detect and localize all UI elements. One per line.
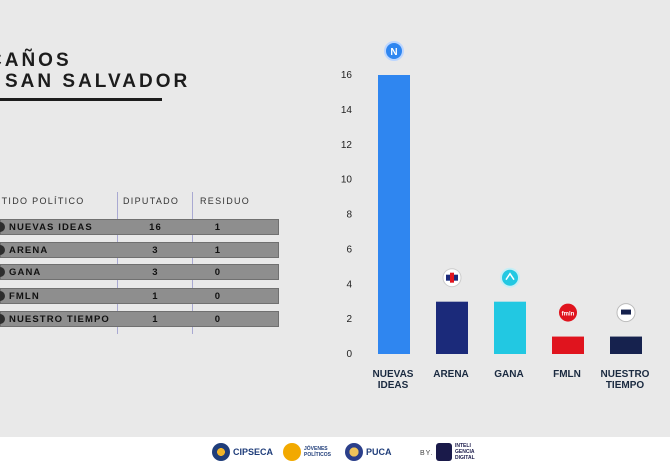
table-row-nuevas-ideas: NUEVAS IDEAS 16 1 xyxy=(0,219,279,235)
jovenes-politicos-logo-icon xyxy=(283,443,301,461)
residue-value: 1 xyxy=(214,222,222,233)
icon-label: fmln xyxy=(562,312,575,318)
icon-label: N xyxy=(390,47,397,58)
x-category-label-line2: IDEAS xyxy=(378,380,409,391)
inteligencia-digital-logo: INTELI GENCIA DIGITAL xyxy=(436,443,485,461)
x-category-label-line2: TIEMPO xyxy=(606,380,645,391)
party-name: NUEVAS IDEAS xyxy=(9,222,93,233)
party-name: ARENA xyxy=(9,245,49,256)
y-tick-label: 16 xyxy=(341,70,353,81)
party-name: FMLN xyxy=(9,291,40,302)
table-row-gana: GANA 3 0 xyxy=(0,264,279,280)
party-name: GANA xyxy=(9,267,42,278)
puca-logo: PUCA xyxy=(345,443,392,461)
header-seats: DIPUTADO xyxy=(123,196,180,206)
residue-value: 0 xyxy=(214,267,222,278)
gana-logo-icon xyxy=(500,267,520,288)
seats-value: 16 xyxy=(149,222,162,233)
residue-value: 0 xyxy=(214,314,222,325)
cipseca-logo-text: CIPSECA xyxy=(233,447,274,457)
inteligencia-digital-logo-text: INTELI GENCIA DIGITAL xyxy=(455,443,475,461)
x-category-label: NUEVAS xyxy=(373,369,414,380)
row-bullet-icon xyxy=(0,291,5,301)
cipseca-logo: CIPSECA xyxy=(212,443,273,461)
row-bullet-icon xyxy=(0,267,5,277)
seats-value: 3 xyxy=(152,245,159,256)
nuevas-ideas-logo-icon xyxy=(384,41,404,61)
bar-3 xyxy=(552,336,584,354)
page-title-line-1: CAÑOS xyxy=(0,50,72,71)
by-label: BY. xyxy=(420,450,434,457)
x-category-label: GANA xyxy=(494,369,523,380)
bar-1 xyxy=(436,301,468,354)
y-tick-label: 2 xyxy=(346,314,352,325)
puca-logo-text: PUCA xyxy=(366,447,392,457)
row-bullet-icon xyxy=(0,245,5,255)
y-tick-label: 12 xyxy=(341,140,353,151)
arena-logo-cross xyxy=(450,272,454,283)
nuestro-tiempo-logo-mark xyxy=(621,309,631,315)
footer-logo-bar: CIPSECA JÓVENES POLÍTICOS PUCA BY. INTEL… xyxy=(0,437,670,470)
header-party: RTIDO POLÍTICO xyxy=(0,196,85,206)
seats-value: 1 xyxy=(152,314,159,325)
x-category-label: ARENA xyxy=(433,369,469,380)
bar-4 xyxy=(610,336,642,354)
jovenes-politicos-logo-text: JÓVENES POLÍTICOS xyxy=(304,446,331,458)
seats-value: 3 xyxy=(152,267,159,278)
y-tick-label: 0 xyxy=(346,349,352,360)
inteligencia-digital-logo-icon xyxy=(436,443,452,461)
seats-value: 1 xyxy=(152,291,159,302)
puca-logo-icon xyxy=(345,443,363,461)
residue-value: 0 xyxy=(214,291,222,302)
residue-value: 1 xyxy=(214,245,222,256)
page-title-line-2: R SAN SALVADOR xyxy=(0,71,191,92)
y-tick-label: 6 xyxy=(346,244,352,255)
y-tick-label: 14 xyxy=(341,105,353,116)
column-divider xyxy=(192,192,193,334)
x-category-label: NUESTRO xyxy=(601,369,650,380)
y-tick-label: 8 xyxy=(346,210,352,221)
title-underline xyxy=(0,98,162,101)
bar-0 xyxy=(378,75,410,354)
fmln-logo-icon xyxy=(559,303,577,322)
party-name: NUESTRO TIEMPO xyxy=(9,314,110,325)
cipseca-logo-icon xyxy=(212,443,230,461)
gana-logo-arrow xyxy=(505,272,515,281)
y-tick-label: 4 xyxy=(346,279,352,290)
table-row-fmln: FMLN 1 0 xyxy=(0,288,279,304)
x-category-label: FMLN xyxy=(553,369,581,380)
column-divider xyxy=(117,192,118,334)
table-row-nuestro-tiempo: NUESTRO TIEMPO 1 0 xyxy=(0,311,279,327)
table-row-arena: ARENA 3 1 xyxy=(0,242,279,258)
row-bullet-icon xyxy=(0,314,5,324)
row-bullet-icon xyxy=(0,222,5,232)
header-residue: RESIDUO xyxy=(200,196,251,206)
bar-2 xyxy=(494,301,526,354)
jovenes-politicos-logo: JÓVENES POLÍTICOS xyxy=(283,443,344,461)
y-tick-label: 10 xyxy=(341,175,353,186)
